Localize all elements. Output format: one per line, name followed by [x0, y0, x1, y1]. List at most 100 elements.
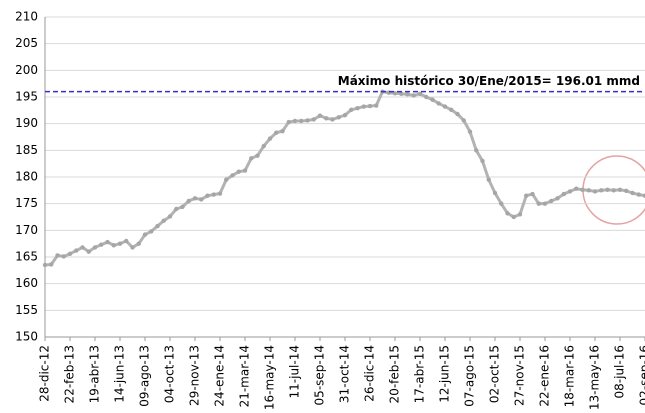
data-point — [605, 187, 610, 192]
data-point — [224, 177, 229, 182]
data-point — [636, 192, 641, 197]
data-point — [492, 190, 498, 196]
data-point — [405, 92, 410, 97]
data-line — [44, 90, 645, 267]
data-point — [330, 117, 335, 122]
data-point — [424, 94, 429, 100]
x-tick-label: 08-jul-16 — [613, 345, 627, 398]
data-point — [442, 104, 448, 109]
data-point — [155, 223, 160, 229]
data-point — [249, 156, 254, 161]
data-point — [86, 249, 91, 254]
data-point — [199, 197, 204, 202]
data-point — [642, 193, 645, 198]
data-point — [530, 191, 535, 197]
data-point — [461, 118, 466, 123]
data-point — [411, 93, 416, 98]
data-point — [417, 91, 423, 97]
x-tick-label: 22-ene-16 — [538, 345, 552, 407]
data-point — [336, 115, 341, 120]
data-point — [236, 169, 241, 174]
data-point — [467, 129, 473, 134]
data-point — [586, 188, 591, 193]
data-point — [230, 173, 235, 178]
data-point — [117, 241, 123, 246]
x-tick-label: 02-sep-16 — [638, 345, 645, 405]
y-tick-label: 190 — [15, 116, 38, 130]
data-point — [542, 201, 548, 206]
data-point — [574, 186, 579, 191]
y-tick-label: 160 — [15, 276, 38, 290]
data-point — [524, 193, 529, 198]
data-point — [374, 103, 379, 108]
data-point — [174, 206, 179, 212]
x-tick-label: 09-ago-13 — [138, 345, 152, 407]
x-tick-label: 26-dic-14 — [363, 345, 377, 402]
x-tick-label: 11-jul-14 — [288, 345, 302, 398]
data-point — [136, 241, 141, 246]
data-point — [342, 112, 348, 118]
data-point — [205, 193, 210, 198]
data-point — [286, 119, 291, 125]
data-point — [180, 204, 185, 210]
data-point — [42, 262, 48, 268]
y-tick-label: 155 — [15, 303, 38, 317]
data-point — [480, 158, 485, 164]
data-point — [449, 107, 454, 113]
data-point — [349, 107, 354, 113]
data-point — [474, 148, 479, 153]
data-point — [167, 214, 173, 219]
data-point — [486, 177, 491, 182]
data-point — [74, 248, 79, 253]
data-point — [92, 245, 98, 250]
data-point — [511, 214, 516, 220]
x-tick-label: 20-feb-15 — [388, 345, 402, 403]
data-point — [61, 254, 66, 259]
data-point — [436, 101, 441, 106]
data-point — [67, 251, 73, 256]
x-tick-label: 27-nov-15 — [513, 345, 527, 406]
data-point — [311, 117, 316, 122]
y-tick-label: 185 — [15, 143, 38, 157]
x-tick-label: 22-feb-13 — [63, 345, 77, 403]
data-point — [592, 189, 598, 194]
data-point — [630, 190, 635, 196]
data-point — [536, 201, 541, 206]
data-point — [317, 113, 323, 118]
x-tick-label: 17-abr-15 — [413, 345, 427, 403]
data-point — [305, 118, 310, 123]
y-tick-label: 150 — [15, 330, 38, 344]
data-point — [49, 262, 54, 267]
data-point — [561, 191, 566, 197]
x-tick-label: 19-abr-13 — [88, 345, 102, 403]
data-point — [149, 229, 154, 234]
data-point — [430, 97, 435, 102]
data-point — [355, 106, 360, 111]
data-point — [192, 196, 198, 201]
data-point — [186, 198, 191, 204]
data-point — [55, 253, 60, 258]
data-point — [299, 118, 304, 124]
data-point — [105, 239, 110, 245]
data-point — [124, 238, 129, 244]
data-point — [267, 136, 273, 141]
data-point — [549, 198, 554, 204]
data-point — [292, 118, 298, 124]
y-tick-label: 195 — [15, 90, 38, 104]
data-point — [261, 143, 266, 149]
x-tick-label: 16-may-14 — [263, 345, 277, 410]
data-point — [324, 116, 329, 121]
x-tick-label: 14-jun-13 — [113, 345, 127, 403]
data-point — [555, 196, 560, 201]
data-point — [274, 130, 279, 135]
data-point — [142, 232, 148, 237]
data-point — [130, 245, 135, 250]
x-tick-label: 29-nov-13 — [188, 345, 202, 406]
data-point — [280, 128, 285, 134]
data-point — [517, 212, 523, 217]
data-point — [567, 189, 573, 194]
x-tick-label: 05-sep-14 — [313, 345, 327, 405]
x-tick-label: 12-jun-15 — [438, 345, 452, 403]
y-tick-label: 200 — [15, 63, 38, 77]
reference-label: Máximo histórico 30/Ene/2015= 196.01 mmd — [338, 74, 640, 88]
